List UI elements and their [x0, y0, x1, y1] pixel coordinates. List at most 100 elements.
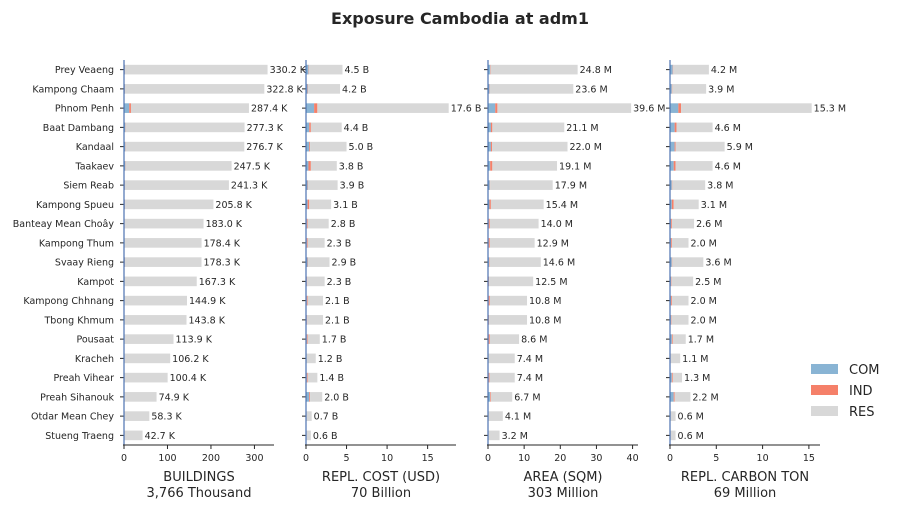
data-label: 3.2 M — [502, 431, 528, 442]
bar-res-kandaal — [310, 141, 347, 152]
bar-com-prey-veaeng — [306, 64, 309, 75]
data-label: 14.6 M — [543, 258, 575, 269]
data-label: 1.3 M — [684, 373, 710, 384]
x-tick-label: 0 — [303, 453, 309, 464]
bar-res-stueng-traeng — [306, 430, 311, 441]
bar-ind-taakaev — [673, 161, 676, 171]
x-tick-label: 0 — [121, 453, 127, 464]
category-label: Phnom Penh — [55, 104, 114, 115]
bar-res-preah-vihear — [672, 372, 683, 383]
bar-com-kandaal — [124, 141, 126, 152]
x-axis-sublabel: 70 Billion — [351, 486, 411, 501]
bar-res-tbong-khmum — [307, 315, 324, 325]
category-label: Tbong Khmum — [44, 315, 115, 326]
bar-res-kampong-thum — [307, 238, 325, 248]
x-tick-label: 300 — [245, 453, 263, 464]
x-tick-label: 15 — [422, 453, 434, 464]
x-axis-sublabel: 303 Million — [528, 486, 599, 501]
bar-res-phnom-penh — [497, 103, 632, 113]
x-tick-label: 10 — [381, 453, 393, 464]
data-label: 2.1 B — [325, 296, 350, 307]
bar-res-otdar-mean-chey — [124, 411, 150, 421]
legend-swatch-res — [811, 406, 838, 416]
legend-label-ind: IND — [849, 384, 873, 399]
bar-res-kampot — [124, 276, 197, 287]
bar-res-kampong-thum — [124, 238, 202, 248]
data-label: 1.1 M — [682, 354, 708, 365]
data-label: 2.0 M — [691, 315, 717, 326]
data-label: 4.1 M — [505, 412, 531, 423]
bar-res-stueng-traeng — [670, 430, 676, 441]
data-label: 0.7 B — [314, 412, 339, 423]
bar-res-banteay-mean-choay — [307, 218, 329, 229]
data-label: 2.3 B — [327, 277, 352, 288]
x-axis-label: REPL. CARBON TON — [681, 470, 809, 485]
bar-res-preah-sihanouk — [310, 392, 323, 402]
data-label: 22.0 M — [570, 142, 602, 153]
bar-res-kampong-chhnang — [489, 295, 528, 306]
data-label: 42.7 K — [145, 431, 176, 442]
bar-res-pousaat — [489, 334, 520, 344]
data-label: 241.3 K — [231, 181, 268, 192]
bar-res-taakaev — [492, 161, 558, 171]
bar-res-otdar-mean-chey — [670, 411, 676, 421]
data-label: 2.1 B — [325, 315, 350, 326]
bar-ind-phnom-penh — [314, 103, 318, 113]
bar-res-preah-vihear — [124, 372, 168, 383]
bar-res-preah-sihanouk — [124, 392, 157, 402]
category-label: Kampong Thum — [39, 238, 114, 249]
bar-ind-preah-vihear — [306, 372, 308, 383]
bar-res-kampong-thum — [489, 238, 535, 248]
chart-panels: 330.2 K Prey Veaeng 322.8 K Kampong Chaam 28… — [13, 60, 846, 501]
bar-res-taakaev — [310, 161, 337, 171]
data-label: 205.8 K — [215, 200, 252, 211]
data-label: 5.0 B — [349, 142, 374, 153]
bar-res-preah-vihear — [489, 372, 515, 383]
bar-res-phnom-penh — [130, 103, 249, 113]
data-label: 1.7 M — [688, 335, 714, 346]
bar-com-preah-sihanouk — [670, 392, 674, 402]
data-label: 143.8 K — [189, 315, 226, 326]
bar-com-kampong-chaam — [306, 84, 308, 94]
data-label: 3.1 M — [701, 200, 727, 211]
bar-ind-pousaat — [671, 334, 673, 344]
x-axis-label: AREA (SQM) — [523, 470, 602, 485]
data-label: 3.8 B — [339, 161, 364, 172]
bar-com-kampong-spueu — [306, 199, 308, 210]
data-label: 14.0 M — [541, 219, 573, 230]
data-label: 178.4 K — [204, 238, 241, 249]
bar-ind-phnom-penh — [678, 103, 682, 113]
panel-4: 4.2 M 3.9 M 15.3 M 4.6 M 5.9 M 4.6 M 3.8 M 3.1 … — [666, 60, 846, 501]
bar-res-phnom-penh — [681, 103, 812, 113]
bar-com-siem-reab — [488, 180, 490, 190]
bar-res-prey-veaeng — [673, 64, 709, 75]
data-label: 19.1 M — [559, 161, 591, 172]
bar-com-kandaal — [488, 141, 491, 152]
bar-res-kampong-spueu — [490, 199, 544, 210]
bar-res-taakaev — [125, 161, 232, 171]
data-label: 74.9 K — [159, 392, 190, 403]
bar-com-pousaat — [670, 334, 672, 344]
x-axis-sublabel: 3,766 Thousand — [147, 486, 252, 501]
chart-title: Exposure Cambodia at adm1 — [331, 9, 589, 28]
category-label: Kampot — [77, 277, 114, 288]
x-tick-label: 0 — [485, 453, 491, 464]
data-label: 3.6 M — [705, 258, 731, 269]
bar-ind-phnom-penh — [129, 103, 131, 113]
x-tick-label: 10 — [757, 453, 769, 464]
legend-swatch-com — [811, 364, 838, 374]
data-label: 15.4 M — [546, 200, 578, 211]
data-label: 100.4 K — [170, 373, 207, 384]
data-label: 144.9 K — [189, 296, 226, 307]
bar-ind-taakaev — [490, 161, 493, 171]
data-label: 4.6 M — [715, 161, 741, 172]
bar-res-kracheh — [124, 353, 171, 364]
bar-ind-banteay-mean-choay — [306, 218, 308, 229]
bar-res-prey-veaeng — [125, 64, 268, 75]
bar-ind-preah-sihanouk — [490, 392, 491, 402]
x-tick-label: 30 — [590, 453, 602, 464]
x-tick-label: 10 — [518, 453, 530, 464]
legend-swatch-ind — [811, 385, 838, 395]
category-label: Svaay Rieng — [55, 258, 114, 269]
bar-res-kampong-spueu — [309, 199, 332, 210]
